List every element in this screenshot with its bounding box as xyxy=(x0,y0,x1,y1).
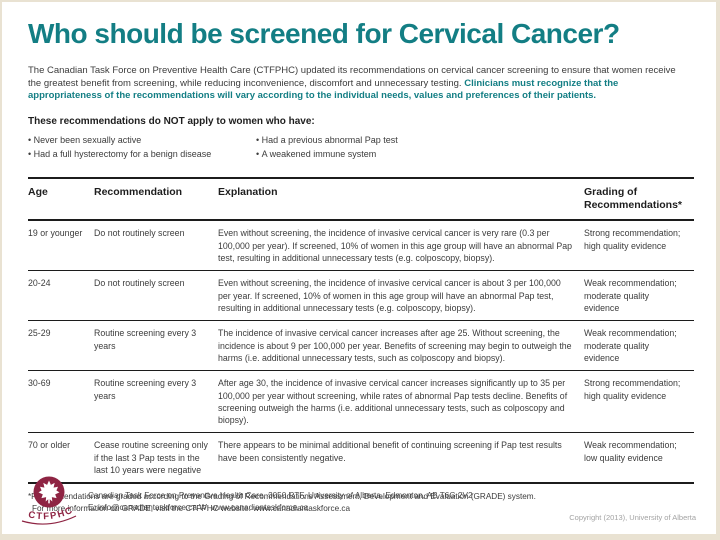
recommendation-cell: Routine screening every 3 years xyxy=(94,370,218,434)
explanation-cell: Even without screening, the incidence of… xyxy=(218,270,584,322)
exclusions-heading: These recommendations do NOT apply to wo… xyxy=(28,116,315,128)
grade-footnote: *Recommendations are graded according to… xyxy=(28,491,690,514)
footer-address-block: Canadian Task Force on Preventive Health… xyxy=(88,490,473,514)
explanation-cell: The incidence of invasive cervical cance… xyxy=(218,320,584,372)
copyright-notice: Copyright (2013), University of Alberta xyxy=(569,513,696,522)
explanation-cell: There appears to be minimal additional b… xyxy=(218,440,562,463)
column-header-age: Age xyxy=(28,178,94,222)
list-item: A weakened immune system xyxy=(256,148,398,162)
age-cell: 19 or younger xyxy=(28,220,94,272)
table-row: 19 or younger Do not routinely screen Ev… xyxy=(28,220,694,272)
table-row: 30-69 Routine screening every 3 years Af… xyxy=(28,370,694,434)
grading-cell: Weak recommendation; low quality evidenc… xyxy=(584,440,677,463)
recommendation-cell: Cease routine screening only if the last… xyxy=(94,440,208,476)
ctfphc-logo: CTFPHC xyxy=(21,476,77,525)
table-header-row: Age Recommendation Explanation Grading o… xyxy=(28,178,694,222)
exclusions-list: Never been sexually active Had a full hy… xyxy=(28,134,690,161)
exclusions-column-left: Never been sexually active Had a full hy… xyxy=(28,134,256,161)
table-row: 20-24 Do not routinely screen Even witho… xyxy=(28,270,694,322)
slide-page: Who should be screened for Cervical Canc… xyxy=(2,2,716,534)
recommendation-cell: Do not routinely screen xyxy=(94,220,218,272)
list-item: Never been sexually active xyxy=(28,134,256,148)
footnote-line-2: For more information on GRADE, visit the… xyxy=(32,503,351,513)
recommendations-table: Age Recommendation Explanation Grading o… xyxy=(28,177,694,485)
footer-contact: E: info@canadiantaskforce.ca W: www.cana… xyxy=(88,503,309,513)
intro-paragraph: The Canadian Task Force on Preventive He… xyxy=(28,65,690,103)
grading-cell: Weak recommendation; moderate quality ev… xyxy=(584,320,694,372)
list-item: Had a previous abnormal Pap test xyxy=(256,134,398,148)
grading-cell: Strong recommendation; high quality evid… xyxy=(584,370,694,434)
explanation-cell: Even without screening, the incidence of… xyxy=(218,220,584,272)
age-cell: 70 or older xyxy=(28,440,71,451)
explanation-cell: After age 30, the incidence of invasive … xyxy=(218,370,584,434)
intro-text: The Canadian Task Force on Preventive He… xyxy=(28,65,676,89)
column-header-recommendation: Recommendation xyxy=(94,178,218,222)
recommendation-cell: Routine screening every 3 years xyxy=(94,320,218,372)
list-item: Had a full hysterectomy for a benign dis… xyxy=(28,148,256,162)
table-row: 25-29 Routine screening every 3 years Th… xyxy=(28,320,694,372)
grading-cell: Strong recommendation; high quality evid… xyxy=(584,220,694,272)
age-cell: 20-24 xyxy=(28,270,94,322)
table-row: 70 or older Cease routine screening only… xyxy=(28,433,694,483)
age-cell: 25-29 xyxy=(28,320,94,372)
exclusions-column-right: Had a previous abnormal Pap test A weake… xyxy=(256,134,398,161)
footer-address: Canadian Task Force on Preventive Health… xyxy=(88,491,473,501)
grading-cell: Weak recommendation; moderate quality ev… xyxy=(584,270,694,322)
intro-emphasis: Clinicians must recognize that the appro… xyxy=(28,77,619,102)
footer: CTFPHC Canadian Task Force on Preventive… xyxy=(18,476,696,528)
recommendation-cell: Do not routinely screen xyxy=(94,270,218,322)
page-title: Who should be screened for Cervical Canc… xyxy=(28,18,620,49)
age-cell: 30-69 xyxy=(28,370,94,434)
column-header-grading: Grading of Recommendations* xyxy=(584,178,694,222)
column-header-explanation: Explanation xyxy=(218,178,584,222)
footnote-line-1: *Recommendations are graded according to… xyxy=(28,492,536,502)
